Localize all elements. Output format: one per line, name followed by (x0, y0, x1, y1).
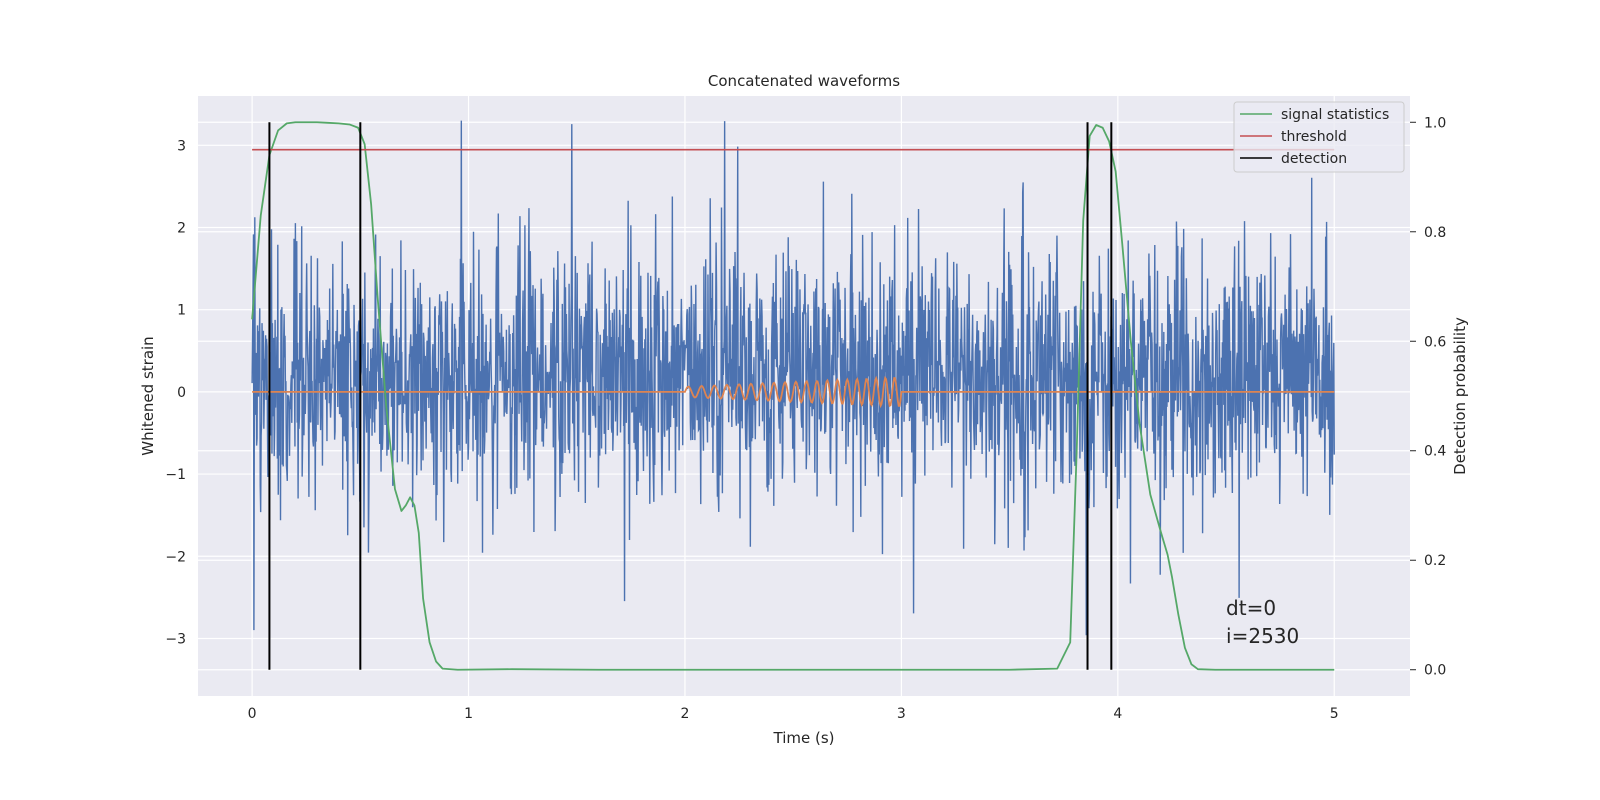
legend-label-threshold: threshold (1281, 129, 1347, 145)
x-tick-label: 1 (464, 706, 473, 722)
y-tick-label: 1 (177, 303, 186, 319)
data-layer (251, 120, 1335, 671)
y2-tick-label: 0.8 (1424, 225, 1446, 241)
y-tick-label: −2 (165, 549, 186, 565)
y-tick-label: 3 (177, 138, 186, 154)
series-whitened-strain (251, 120, 1335, 636)
y2-axis-title: Detection probability (1451, 317, 1469, 475)
legend-box (1233, 101, 1405, 173)
legend-label-signal-statistics: signal statistics (1281, 107, 1389, 123)
y-tick-label: −3 (165, 631, 186, 647)
series-injected-chirp (252, 375, 1335, 409)
x-tick-label: 3 (897, 706, 906, 722)
y-axis-title: Whitened strain (139, 336, 157, 455)
series-signal-statistics (251, 121, 1335, 671)
y2-tick-label: 0.0 (1424, 663, 1446, 679)
x-tick-label: 5 (1330, 706, 1339, 722)
x-axis-title: Time (s) (773, 729, 835, 747)
y2-tick-label: 0.4 (1424, 444, 1446, 460)
annotation-index: i=2530 (1226, 624, 1299, 648)
legend: signal statistics threshold detection (1233, 101, 1405, 173)
chart-title: Concatenated waveforms (708, 72, 900, 90)
x-tick-label: 0 (248, 706, 257, 722)
annotation-dt: dt=0 (1226, 596, 1276, 620)
y2-tick-label: 0.2 (1424, 553, 1446, 569)
y2-tick-label: 1.0 (1424, 115, 1446, 131)
y-tick-label: −1 (165, 467, 186, 483)
y-tick-label: 2 (177, 221, 186, 237)
x-tick-label: 2 (681, 706, 690, 722)
x-tick-label: 4 (1113, 706, 1122, 722)
y-tick-label: 0 (177, 385, 186, 401)
ticks: 0 1 2 3 4 5 −3 −2 −1 0 1 2 3 0.0 0.2 0.4 0.6 0.8 1.0 (165, 115, 1446, 722)
legend-label-detection: detection (1281, 151, 1347, 167)
y2-tick-label: 0.6 (1424, 334, 1446, 350)
